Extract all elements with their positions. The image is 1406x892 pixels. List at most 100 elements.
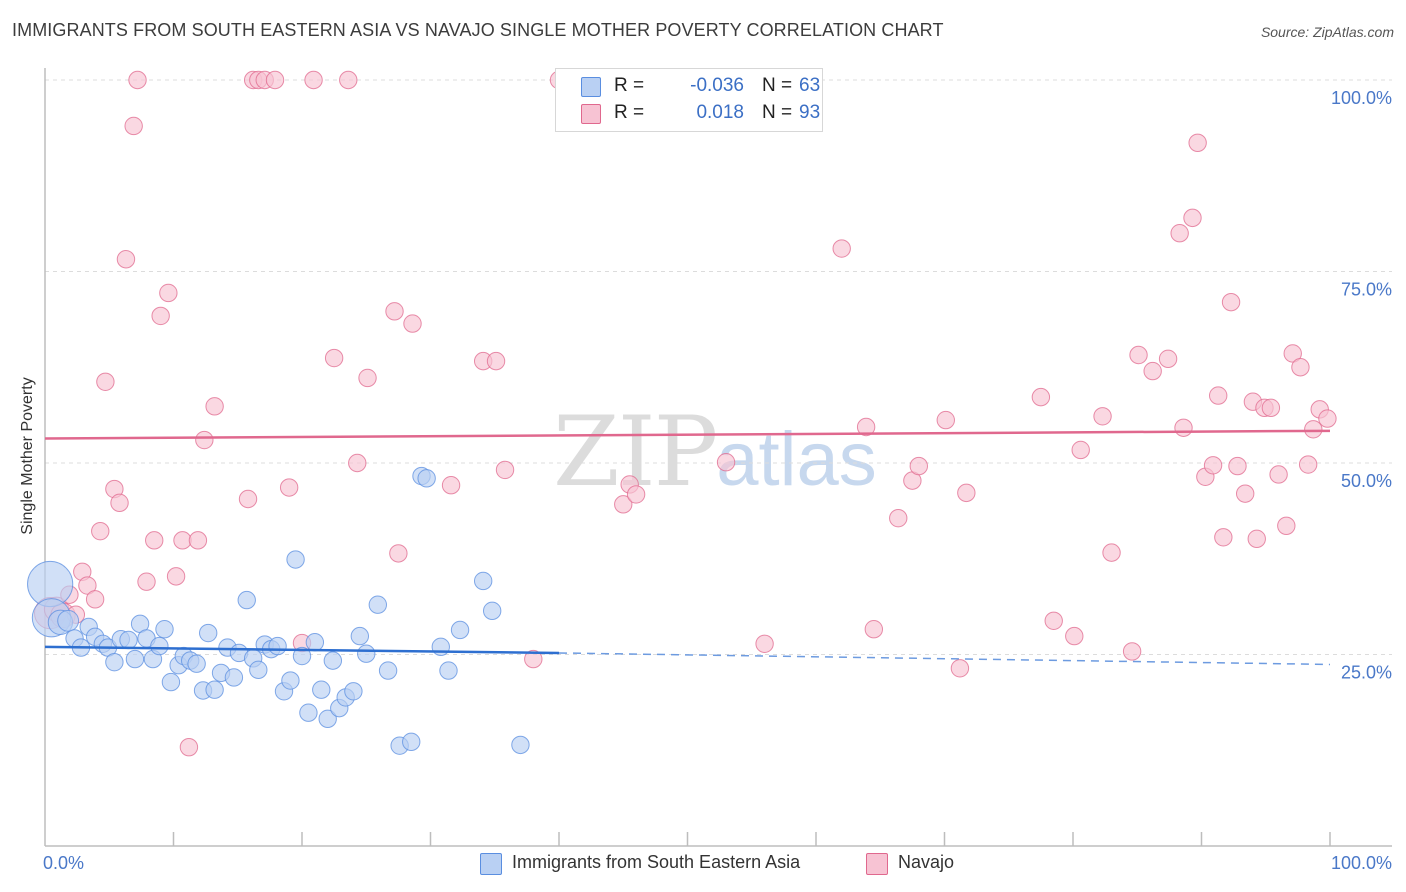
sea-point bbox=[368, 595, 388, 614]
stats-legend: R = -0.036 N = 63 R = 0.018 N = 93 bbox=[555, 68, 823, 132]
navajo-point bbox=[124, 116, 143, 136]
chart-title: IMMIGRANTS FROM SOUTH EASTERN ASIA VS NA… bbox=[12, 20, 944, 40]
navajo-point bbox=[1209, 386, 1228, 405]
sea-point bbox=[150, 636, 169, 656]
navajo-point bbox=[626, 485, 646, 504]
navajo-point bbox=[116, 250, 136, 269]
y-tick-label: 100.0% bbox=[1331, 88, 1392, 108]
legend-swatch-navajo bbox=[581, 104, 601, 124]
navajo-point bbox=[486, 351, 506, 371]
sea-point bbox=[187, 654, 206, 673]
sea-trend-extension bbox=[558, 652, 1331, 666]
navajo-point bbox=[1071, 440, 1090, 460]
navajo-point bbox=[78, 576, 97, 595]
sea-point bbox=[350, 626, 370, 646]
navajo-point bbox=[495, 460, 515, 480]
navajo-point bbox=[1143, 361, 1162, 381]
navajo-point bbox=[1269, 465, 1288, 484]
sea-point bbox=[482, 601, 502, 621]
navajo-point bbox=[614, 495, 633, 514]
sea-point bbox=[417, 469, 436, 488]
y-tick-labels: 25.0% 50.0% 75.0% 100.0% bbox=[1331, 88, 1392, 683]
sea-point bbox=[344, 682, 363, 701]
sea-point bbox=[450, 620, 470, 640]
sea-point bbox=[511, 735, 530, 755]
navajo-point bbox=[936, 410, 955, 430]
legend-n-label: N = bbox=[762, 75, 793, 96]
navajo-point bbox=[166, 567, 186, 586]
navajo-point bbox=[1129, 345, 1148, 365]
navajo-point bbox=[1318, 409, 1337, 428]
navajo-point bbox=[324, 348, 344, 368]
trend-lines bbox=[44, 429, 1331, 666]
navajo-point bbox=[188, 531, 208, 550]
sea-points bbox=[27, 466, 530, 755]
navajo-point bbox=[339, 70, 358, 90]
navajo-point bbox=[1044, 611, 1063, 630]
sea-point bbox=[357, 644, 376, 663]
sea-point bbox=[105, 652, 124, 672]
y-tick-label: 25.0% bbox=[1341, 663, 1392, 683]
navajo-point bbox=[950, 659, 970, 678]
navajo-point bbox=[1261, 398, 1281, 418]
navajo-point bbox=[1283, 344, 1302, 363]
navajo-point bbox=[1122, 642, 1142, 661]
navajo-point bbox=[1277, 516, 1296, 536]
legend-swatch-sea bbox=[581, 77, 601, 97]
sea-trend-line bbox=[44, 645, 560, 655]
navajo-point bbox=[145, 531, 164, 550]
sea-point bbox=[119, 630, 138, 650]
navajo-point bbox=[205, 397, 224, 416]
watermark-atlas: atlas bbox=[716, 417, 877, 502]
sea-point bbox=[473, 571, 493, 591]
navajo-point bbox=[1102, 543, 1121, 562]
legend-r-value: -0.036 bbox=[690, 75, 744, 96]
sea-point bbox=[268, 636, 287, 656]
navajo-point bbox=[524, 649, 543, 669]
navajo-point bbox=[1228, 456, 1247, 476]
sea-point bbox=[198, 623, 218, 643]
navajo-point bbox=[403, 314, 422, 333]
legend-r-label: R = bbox=[614, 75, 645, 96]
navajo-point bbox=[159, 283, 178, 303]
sea-point bbox=[312, 680, 331, 699]
bottom-legend-swatch-sea bbox=[480, 853, 502, 875]
x-tick-label-max: 100.0% bbox=[1331, 853, 1392, 873]
sea-point bbox=[125, 649, 145, 669]
bottom-legend-label-sea: Immigrants from South Eastern Asia bbox=[512, 852, 801, 872]
sea-point bbox=[305, 633, 325, 652]
source-label: Source: ZipAtlas.com bbox=[1260, 24, 1394, 40]
sea-point bbox=[286, 550, 305, 569]
sea-point bbox=[237, 590, 256, 610]
legend-n-value: 93 bbox=[799, 102, 821, 123]
navajo-point bbox=[96, 372, 115, 391]
sea-point bbox=[224, 668, 244, 687]
navajo-point bbox=[179, 737, 199, 757]
navajo-point bbox=[864, 620, 884, 639]
bottom-legend-swatch-navajo bbox=[866, 853, 888, 875]
navajo-point bbox=[304, 70, 323, 90]
navajo-point bbox=[385, 302, 404, 321]
axes bbox=[44, 68, 1392, 847]
x-tick-labels: 0.0% 100.0% bbox=[43, 853, 1392, 873]
navajo-point bbox=[909, 456, 928, 476]
legend-r-value: 0.018 bbox=[696, 102, 744, 123]
navajo-point bbox=[1298, 455, 1318, 474]
navajo-point bbox=[137, 572, 156, 591]
navajo-point bbox=[1158, 349, 1178, 369]
navajo-point bbox=[1174, 418, 1193, 437]
sea-point bbox=[431, 637, 450, 657]
y-tick-label: 75.0% bbox=[1341, 280, 1392, 300]
sea-point bbox=[323, 651, 343, 670]
navajo-point bbox=[91, 521, 110, 541]
navajo-point bbox=[1247, 529, 1266, 549]
navajo-trend-line bbox=[44, 429, 1331, 440]
navajo-point bbox=[716, 453, 736, 472]
navajo-point bbox=[856, 417, 876, 437]
sea-point bbox=[402, 732, 421, 752]
navajo-point bbox=[1183, 208, 1202, 228]
sea-point bbox=[299, 703, 318, 722]
navajo-point bbox=[1203, 456, 1223, 475]
navajo-point bbox=[1093, 407, 1112, 426]
